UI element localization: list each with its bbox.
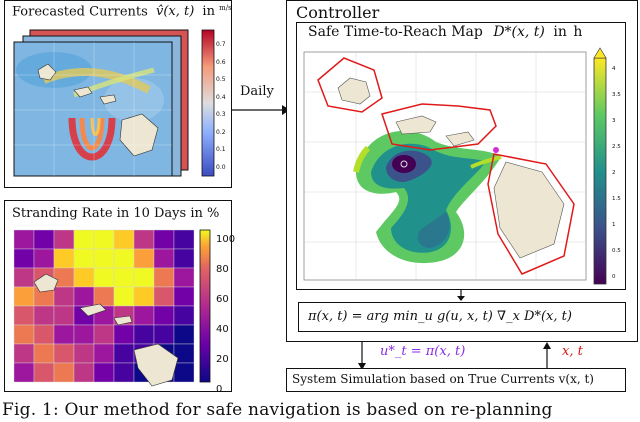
heatmap-cell	[33, 305, 55, 326]
heatmap-cell	[93, 229, 115, 250]
daily-label: Daily	[240, 84, 274, 99]
heatmap-cell	[93, 286, 115, 307]
heatmap-cell	[13, 286, 35, 307]
state-arrow	[543, 342, 551, 370]
heatmap-cell	[53, 343, 75, 364]
heatmap-cell	[93, 343, 115, 364]
heatmap-cell	[53, 324, 75, 345]
safe-map	[303, 47, 607, 285]
heatmap-cell	[13, 343, 35, 364]
heatmap-cell	[133, 305, 155, 326]
heatmap-cell	[93, 362, 115, 383]
island-shape	[33, 273, 59, 293]
island-shape	[133, 343, 179, 387]
heatmap-cell	[73, 362, 95, 383]
heatmap-cell	[53, 267, 75, 288]
policy-formula: π(x, t) = arg min_u g(u, x, t) ∇_x D*(x,…	[308, 309, 572, 324]
heatmap-cell	[73, 343, 95, 364]
heatmap-cell	[93, 267, 115, 288]
heatmap-cell	[173, 324, 195, 345]
heatmap-cell	[73, 286, 95, 307]
state-label: x, t	[562, 344, 583, 359]
heatmap-cell	[13, 267, 35, 288]
safe-map-title: Safe Time-to-Reach Map D*(x, t) in h	[308, 24, 583, 40]
heatmap-cell	[53, 286, 75, 307]
heatmap-cell	[173, 229, 195, 250]
heatmap-cell	[33, 343, 55, 364]
heatmap-cell	[113, 343, 135, 364]
stranding-heatmap	[13, 229, 211, 387]
heatmap-cell	[133, 324, 155, 345]
heatmap-cell	[153, 305, 175, 326]
simulation-label: System Simulation based on True Currents…	[292, 372, 594, 386]
heatmap-cell	[133, 248, 155, 269]
heatmap-cell	[133, 286, 155, 307]
heatmap-cell	[113, 229, 135, 250]
heatmap-cell	[153, 324, 175, 345]
heatmap-cell	[173, 248, 195, 269]
island-shape	[79, 303, 107, 317]
heatmap-cell	[173, 267, 195, 288]
heatmap-cell	[33, 229, 55, 250]
policy-box	[298, 302, 626, 332]
safe-map-colorbar-ticks: 4 3.5 3 2.5 2 1.5 1 0.5 0	[612, 66, 621, 280]
heatmap-cell	[153, 267, 175, 288]
heatmap-cell	[113, 362, 135, 383]
heatmap-cell	[133, 229, 155, 250]
heatmap-cell	[53, 229, 75, 250]
action-label: u*_t = π(x, t)	[380, 344, 466, 359]
stranding-title: Stranding Rate in 10 Days in %	[12, 206, 220, 221]
heatmap-cell	[133, 267, 155, 288]
heatmap-cell	[153, 248, 175, 269]
heatmap-cell	[13, 305, 35, 326]
forecast-map-stack	[13, 29, 215, 177]
heatmap-cell	[33, 362, 55, 383]
heatmap-cell	[53, 305, 75, 326]
simulation-box	[286, 368, 626, 392]
heatmap-cell	[153, 286, 175, 307]
heatmap-cell	[53, 248, 75, 269]
heatmap-cell	[73, 267, 95, 288]
heatmap-cell	[93, 248, 115, 269]
forecast-colorbar-ticks: 0.7 0.6 0.5 0.4 0.3 0.2 0.1 0.0	[216, 41, 226, 171]
heatmap-cell	[13, 248, 35, 269]
heatmap-cell	[153, 229, 175, 250]
heatmap-cell	[113, 267, 135, 288]
heatmap-cell	[113, 324, 135, 345]
controller-title: Controller	[296, 3, 380, 22]
action-arrow	[358, 342, 366, 370]
heatmap-cell	[113, 286, 135, 307]
island-shape	[113, 315, 133, 326]
stranding-colorbar-ticks: 100 80 60 40 20 0	[216, 234, 236, 395]
heatmap-cell	[33, 324, 55, 345]
heatmap-cell	[173, 362, 195, 383]
heatmap-cell	[13, 229, 35, 250]
heatmap-cell	[113, 248, 135, 269]
heatmap-cell	[53, 362, 75, 383]
heatmap-cell	[13, 324, 35, 345]
daily-arrow	[232, 105, 290, 115]
heatmap-cell	[73, 229, 95, 250]
heatmap-cell	[73, 324, 95, 345]
heatmap-cell	[73, 248, 95, 269]
heatmap-cell	[173, 286, 195, 307]
heatmap-cell	[13, 362, 35, 383]
heatmap-cell	[93, 324, 115, 345]
figure-caption: Fig. 1: Our method for safe navigation i…	[2, 400, 553, 420]
forecast-title: Forecasted Currents v̂(x, t) in m/s	[12, 4, 232, 20]
heatmap-cell	[33, 248, 55, 269]
map-to-policy-arrow	[457, 290, 465, 301]
heatmap-cell	[173, 305, 195, 326]
